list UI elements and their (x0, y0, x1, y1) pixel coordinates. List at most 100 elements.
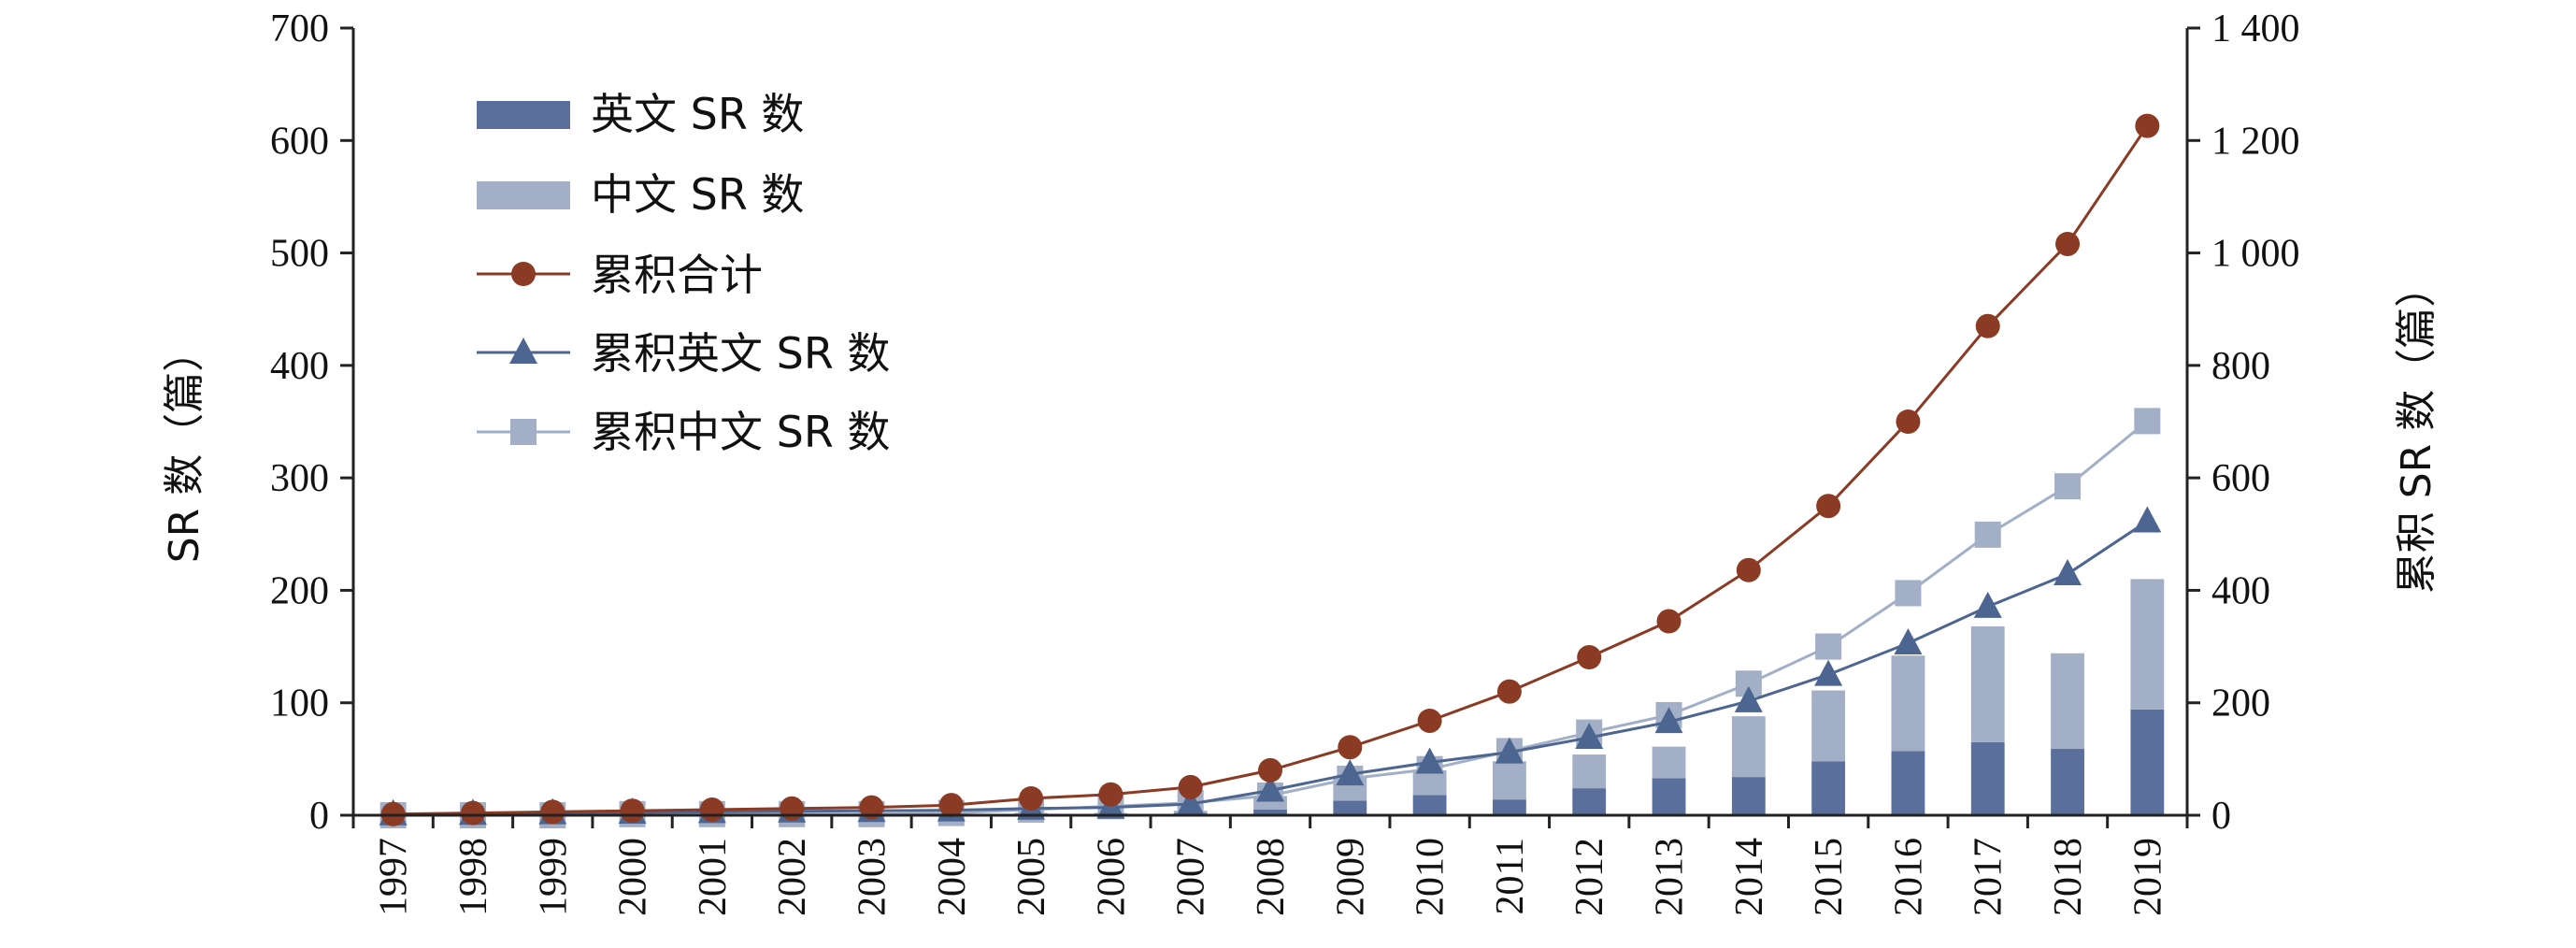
x-tick-label-2007: 2007 (1170, 838, 1213, 916)
point-cumulative-english-2009 (1336, 759, 1365, 786)
point-cumulative-english-2008 (1256, 775, 1284, 802)
point-cumulative-total-2003 (859, 795, 884, 820)
point-cumulative-total-1999 (540, 799, 565, 825)
bar-chinese-2014 (1731, 716, 1766, 778)
point-cumulative-english-2010 (1415, 747, 1444, 774)
point-cumulative-total-2011 (1496, 679, 1522, 704)
point-cumulative-chinese-2019 (2134, 408, 2161, 435)
legend-label-cumulative-english: 累积英文 SR 数 (591, 328, 890, 379)
y-left-tick-label: 300 (270, 457, 329, 500)
point-cumulative-total-2012 (1577, 644, 1602, 669)
x-tick-label-2018: 2018 (2047, 838, 2090, 916)
point-cumulative-chinese-2016 (1895, 580, 1922, 607)
point-cumulative-total-2007 (1178, 774, 1203, 799)
point-cumulative-total-2005 (1019, 785, 1044, 811)
point-cumulative-total-1998 (460, 800, 485, 826)
x-tick-label-2015: 2015 (1808, 838, 1851, 916)
point-cumulative-english-2014 (1734, 685, 1763, 712)
bar-chinese-2015 (1811, 690, 1846, 762)
legend-marker-square-icon (510, 419, 537, 445)
x-tick-label-2011: 2011 (1489, 838, 1532, 914)
x-tick-label-2016: 2016 (1887, 838, 1930, 916)
y-right-tick-label: 0 (2211, 795, 2231, 838)
x-tick-label-2005: 2005 (1010, 838, 1053, 916)
point-cumulative-english-2011 (1495, 737, 1524, 764)
point-cumulative-chinese-2017 (1974, 521, 2001, 548)
bar-chinese-2013 (1652, 746, 1686, 779)
axes-layer (340, 26, 2200, 828)
point-cumulative-english-2018 (2054, 558, 2082, 585)
y-left-tick-label: 700 (270, 7, 329, 50)
x-tick-label-2009: 2009 (1329, 838, 1372, 916)
point-cumulative-chinese-2018 (2054, 473, 2082, 500)
point-cumulative-english-2007 (1176, 788, 1205, 815)
bar-english-2017 (1970, 741, 2005, 815)
y-right-tick-label: 1 200 (2211, 120, 2300, 163)
legend-marker-circle-icon (511, 262, 536, 286)
bar-english-2012 (1572, 788, 1607, 815)
x-tick-label-1998: 1998 (452, 838, 495, 916)
point-cumulative-english-2012 (1575, 723, 1604, 750)
point-cumulative-total-2001 (699, 797, 724, 822)
bar-english-2016 (1891, 751, 1925, 815)
bar-english-2010 (1412, 795, 1447, 815)
x-tick-label-2012: 2012 (1568, 838, 1611, 916)
point-cumulative-total-2010 (1417, 708, 1442, 733)
point-cumulative-total-2015 (1816, 494, 1841, 519)
legend-label-cumulative-total: 累积合计 (591, 250, 763, 300)
y-right-tick-label: 1 400 (2211, 7, 2300, 50)
x-tick-label-2001: 2001 (692, 838, 735, 916)
line-cumulative-total (393, 124, 2149, 816)
x-tick-label-2003: 2003 (851, 838, 894, 916)
bar-english-2011 (1492, 799, 1526, 815)
bar-chinese-2019 (2130, 579, 2165, 710)
legend-swatch-chinese-sr (477, 181, 570, 209)
x-tick-label-2019: 2019 (2126, 838, 2169, 916)
bar-chinese-2011 (1492, 761, 1526, 800)
bar-chinese-2016 (1891, 655, 1925, 752)
x-tick-label-2000: 2000 (612, 838, 655, 916)
legend-marker-triangle-icon (509, 338, 537, 364)
x-tick-label-2017: 2017 (1968, 838, 2011, 916)
point-cumulative-english-2017 (1973, 591, 2002, 618)
y-axis-right-title: 累积 SR 数（篇） (2393, 266, 2440, 594)
bar-english-2019 (2130, 709, 2165, 815)
y-left-tick-label: 0 (309, 795, 329, 838)
x-tick-label-2014: 2014 (1728, 838, 1771, 916)
y-left-tick-label: 600 (270, 120, 329, 163)
point-cumulative-chinese-2015 (1815, 633, 1842, 660)
y-right-tick-label: 1 000 (2211, 233, 2300, 276)
bar-chinese-2012 (1572, 754, 1607, 789)
x-tick-label-2008: 2008 (1250, 838, 1293, 916)
bar-english-2015 (1811, 761, 1846, 815)
y-right-tick-label: 400 (2211, 569, 2270, 612)
point-cumulative-total-2014 (1736, 557, 1761, 582)
legend-label-cumulative-chinese: 累积中文 SR 数 (591, 407, 890, 457)
y-left-tick-label: 200 (270, 569, 329, 612)
legend-label-english-sr: 英文 SR 数 (591, 89, 804, 139)
bar-english-2009 (1333, 800, 1367, 815)
x-tick-label-2002: 2002 (771, 838, 814, 916)
legend-swatch-english-sr (477, 101, 570, 129)
bar-english-2013 (1652, 778, 1686, 815)
x-tick-label-2004: 2004 (931, 838, 974, 916)
point-cumulative-total-2018 (2055, 231, 2081, 256)
point-cumulative-total-2013 (1656, 609, 1682, 634)
point-cumulative-total-2009 (1338, 735, 1363, 760)
y-right-tick-label: 600 (2211, 457, 2270, 500)
point-cumulative-total-2002 (780, 796, 805, 821)
y-axis-left-title: SR 数（篇） (161, 331, 208, 564)
point-cumulative-total-2019 (2135, 113, 2160, 138)
legend: 英文 SR 数 中文 SR 数 累积合计 累积英文 SR 数 累积中文 SR 数 (477, 89, 890, 457)
legend-label-chinese-sr: 中文 SR 数 (591, 169, 804, 220)
point-cumulative-total-2016 (1896, 409, 1921, 434)
bar-english-2014 (1731, 777, 1766, 815)
tick-labels-layer: 0 100 200 300 400 500 600 700 0 200 400 600 800 1 000… (270, 7, 2300, 916)
x-tick-label-1999: 1999 (532, 838, 575, 916)
x-tick-label-2010: 2010 (1410, 838, 1453, 916)
line-cumulative-chinese (393, 420, 2149, 817)
lines-layer (379, 113, 2162, 828)
y-left-tick-label: 400 (270, 345, 329, 388)
